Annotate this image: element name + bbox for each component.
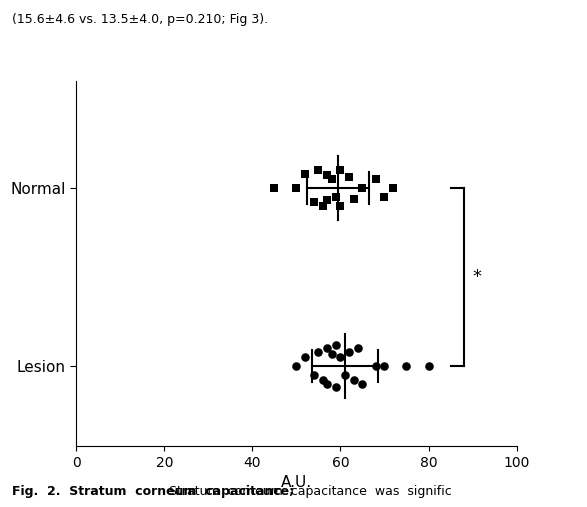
Point — [353, 344, 363, 352]
Point — [358, 184, 367, 192]
Point — [371, 175, 380, 183]
Point — [389, 184, 398, 192]
Text: *: * — [473, 268, 481, 286]
Point — [371, 362, 380, 370]
Point — [309, 371, 319, 379]
Point — [349, 376, 359, 384]
X-axis label: A.U.: A.U. — [281, 476, 312, 490]
Point — [402, 362, 411, 370]
Point — [309, 198, 319, 206]
Point — [323, 196, 332, 204]
Point — [345, 348, 354, 356]
Point — [336, 202, 345, 210]
Text: (15.6±4.6 vs. 13.5±4.0, p=0.210; Fig 3).: (15.6±4.6 vs. 13.5±4.0, p=0.210; Fig 3). — [12, 13, 268, 26]
Text: Fig.  2.  Stratum  corneum  capacitance;: Fig. 2. Stratum corneum capacitance; — [12, 485, 294, 498]
Point — [336, 353, 345, 361]
Point — [301, 170, 310, 178]
Point — [292, 184, 301, 192]
Point — [358, 380, 367, 388]
Point — [323, 344, 332, 352]
Point — [323, 380, 332, 388]
Point — [314, 348, 323, 356]
Point — [340, 371, 350, 379]
Point — [380, 362, 389, 370]
Point — [345, 173, 354, 182]
Point — [336, 166, 345, 174]
Point — [424, 362, 433, 370]
Point — [327, 349, 336, 357]
Point — [318, 202, 328, 210]
Point — [270, 184, 279, 192]
Point — [327, 175, 336, 183]
Point — [332, 341, 341, 349]
Point — [318, 376, 328, 384]
Point — [323, 171, 332, 179]
Point — [292, 362, 301, 370]
Point — [380, 193, 389, 201]
Text: Stratum  corneum  capacitance  was  signific: Stratum corneum capacitance was signific — [161, 485, 452, 498]
Point — [301, 353, 310, 361]
Point — [332, 383, 341, 391]
Point — [349, 195, 359, 203]
Point — [314, 166, 323, 174]
Point — [332, 193, 341, 201]
